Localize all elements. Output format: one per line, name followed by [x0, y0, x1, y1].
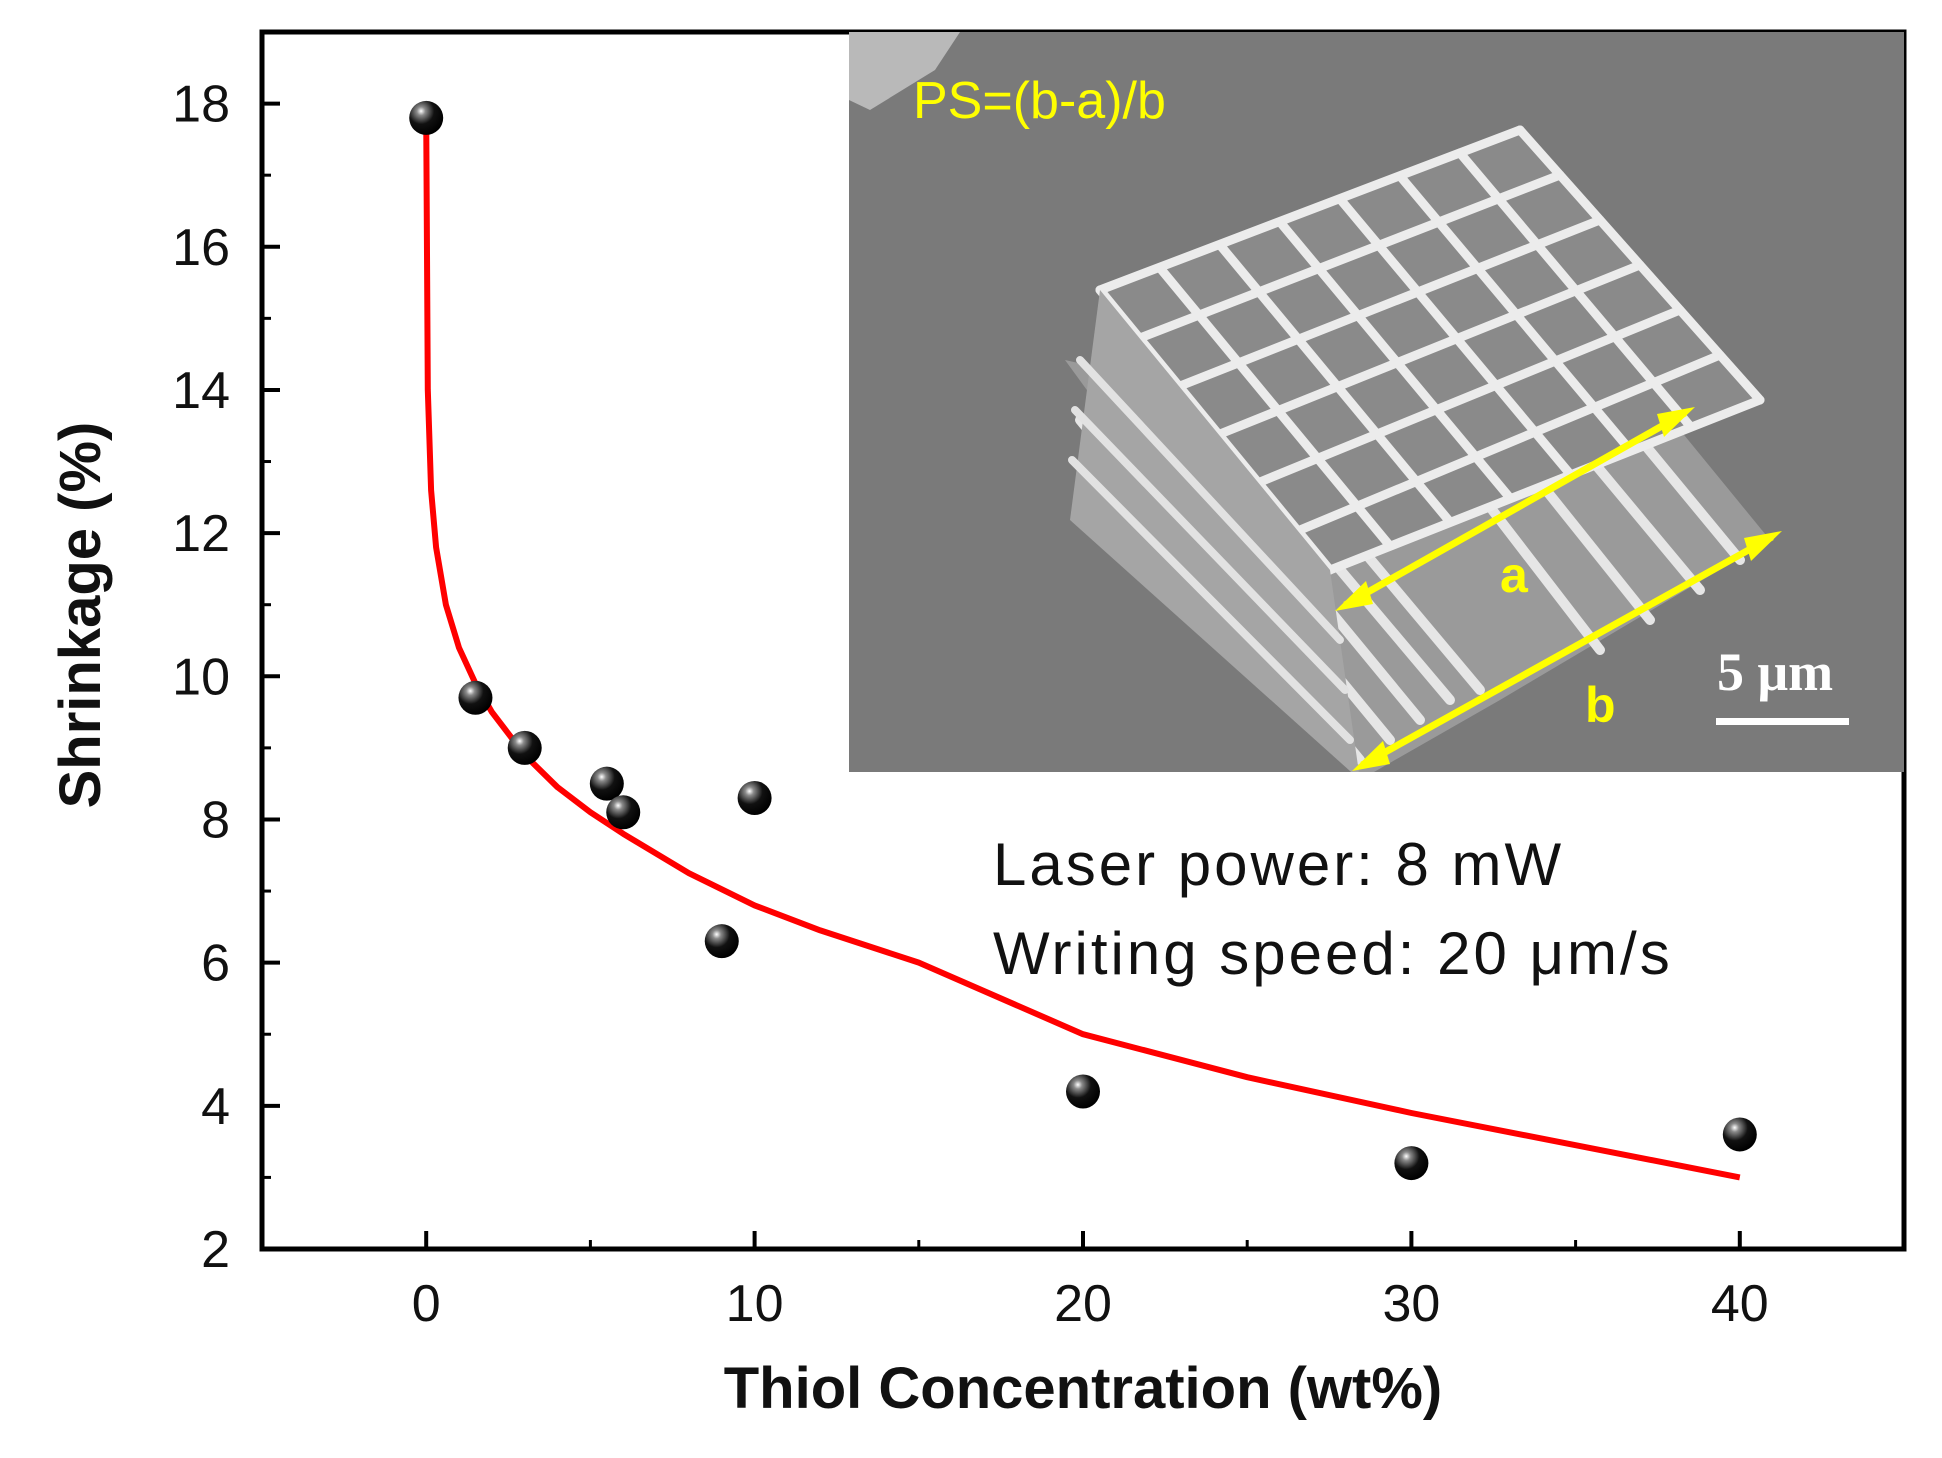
scale-bar-label: 5 μm	[1717, 642, 1833, 702]
scale-bar	[1716, 718, 1849, 725]
writing-speed-annotation: Writing speed: 20 μm/s	[993, 920, 1673, 987]
data-point	[1394, 1146, 1429, 1181]
label-a: a	[1500, 547, 1529, 603]
y-axis-title: Shrinkage (%)	[48, 422, 113, 809]
data-point	[507, 730, 542, 765]
sem-inset: PS=(b-a)/b a b 5 μm	[849, 32, 1904, 772]
data-point	[1722, 1117, 1757, 1152]
data-point	[458, 680, 493, 715]
y-tick-label: 12	[172, 505, 230, 563]
x-tick-label: 40	[1711, 1275, 1769, 1333]
y-tick-label: 4	[201, 1078, 230, 1136]
inset-formula: PS=(b-a)/b	[913, 72, 1166, 130]
fit-curve	[423, 117, 1741, 1181]
fit-curve-layer	[423, 117, 1741, 1181]
x-tick-label: 0	[412, 1275, 441, 1333]
laser-power-annotation: Laser power: 8 mW	[993, 831, 1564, 898]
y-axis: 2 4 6 8 10 12 14 16 18	[172, 76, 280, 1279]
y-tick-label: 2	[201, 1221, 230, 1279]
data-point	[589, 766, 624, 801]
y-tick-label: 8	[201, 791, 230, 849]
data-point	[1066, 1074, 1100, 1109]
y-tick-label: 14	[172, 362, 230, 420]
data-point	[737, 780, 772, 815]
y-tick-label: 6	[201, 935, 230, 993]
x-tick-label: 30	[1382, 1275, 1440, 1333]
x-tick-label: 20	[1054, 1275, 1112, 1333]
y-tick-label: 10	[172, 648, 230, 706]
label-b: b	[1585, 677, 1616, 733]
data-points-layer	[409, 100, 1757, 1181]
data-point	[704, 924, 739, 959]
y-tick-label: 18	[172, 76, 230, 134]
x-tick-label: 10	[726, 1275, 784, 1333]
data-point	[606, 795, 641, 830]
y-tick-label: 16	[172, 219, 230, 277]
x-axis: 0 10 20 30 40	[260, 1231, 1906, 1333]
lattice-structure-image	[849, 32, 1782, 772]
data-point	[409, 100, 444, 135]
x-axis-title: Thiol Concentration (wt%)	[724, 1356, 1443, 1421]
